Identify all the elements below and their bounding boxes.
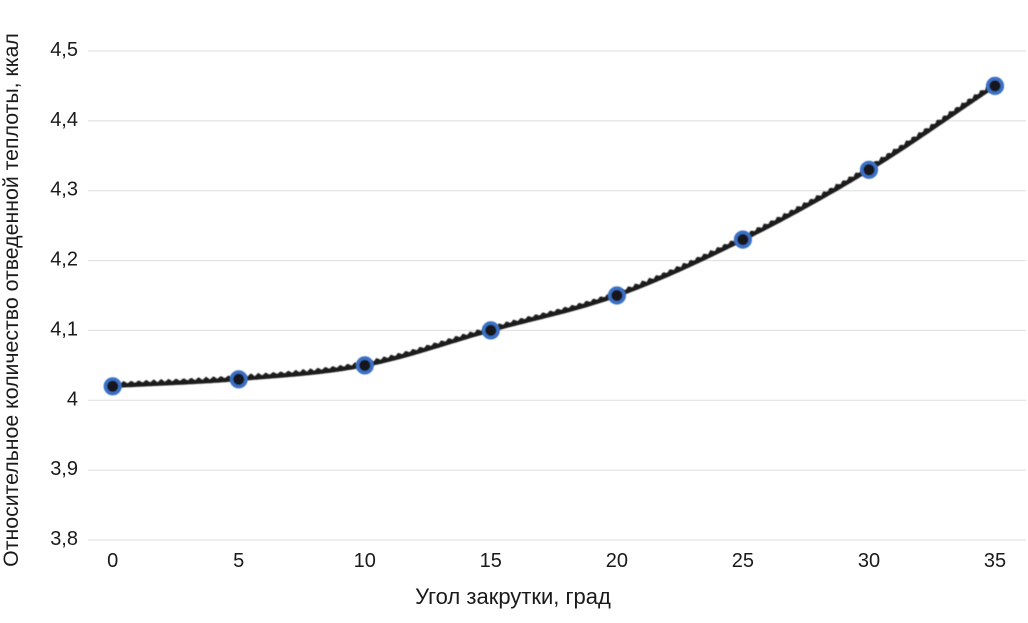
svg-text:35: 35: [984, 550, 1006, 572]
svg-text:4,5: 4,5: [50, 39, 78, 61]
svg-text:15: 15: [480, 550, 502, 572]
svg-text:20: 20: [606, 550, 628, 572]
svg-text:4: 4: [67, 388, 78, 410]
svg-text:10: 10: [354, 550, 376, 572]
svg-text:4,1: 4,1: [50, 318, 78, 340]
svg-text:4,4: 4,4: [50, 109, 78, 131]
svg-text:3,9: 3,9: [50, 458, 78, 480]
svg-text:25: 25: [732, 550, 754, 572]
svg-text:Угол закрутки, град: Угол закрутки, град: [415, 584, 611, 609]
svg-text:30: 30: [858, 550, 880, 572]
svg-text:3,8: 3,8: [50, 528, 78, 550]
svg-text:0: 0: [107, 550, 118, 572]
svg-text:4,3: 4,3: [50, 179, 78, 201]
svg-text:Относительное количество отвед: Относительное количество отведенной тепл…: [0, 33, 23, 567]
svg-text:5: 5: [233, 550, 244, 572]
svg-text:4,2: 4,2: [50, 249, 78, 271]
